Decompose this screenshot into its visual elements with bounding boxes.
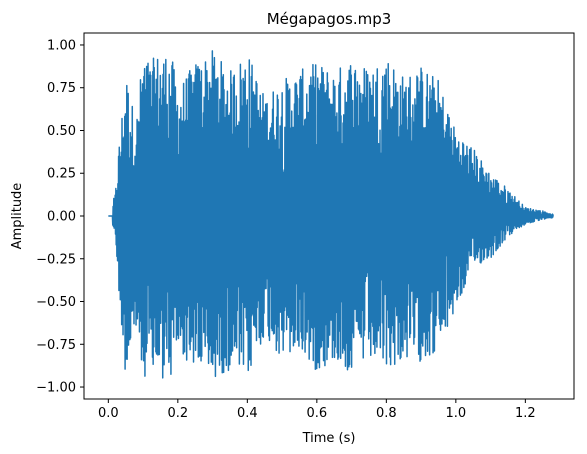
x-tick-label: 0.0 bbox=[98, 406, 119, 421]
chart-title: Mégapagos.mp3 bbox=[267, 10, 392, 28]
x-axis: 0.0 0.2 0.4 0.6 0.8 1.0 1.2 bbox=[98, 399, 536, 421]
x-axis-label: Time (s) bbox=[302, 431, 356, 446]
y-tick-label: −0.50 bbox=[36, 295, 76, 310]
y-axis-label: Amplitude bbox=[10, 183, 25, 250]
x-tick-label: 0.2 bbox=[167, 406, 188, 421]
plot-area bbox=[107, 50, 554, 379]
x-tick-label: 0.8 bbox=[376, 406, 397, 421]
x-tick-label: 1.0 bbox=[446, 406, 467, 421]
x-tick-label: 1.2 bbox=[515, 406, 536, 421]
y-tick-label: 0.75 bbox=[47, 81, 76, 96]
x-tick-label: 0.6 bbox=[306, 406, 327, 421]
y-tick-label: −0.25 bbox=[36, 252, 76, 267]
x-tick-label: 0.4 bbox=[237, 406, 258, 421]
y-tick-label: 0.00 bbox=[47, 210, 76, 225]
y-axis: −1.00 −0.75 −0.50 −0.25 0.00 0.25 0.50 0.75 1.00 bbox=[36, 38, 84, 396]
y-tick-label: 0.25 bbox=[47, 167, 76, 182]
y-tick-label: −0.75 bbox=[36, 338, 76, 353]
y-tick-label: 1.00 bbox=[47, 38, 76, 53]
y-tick-label: 0.50 bbox=[47, 124, 76, 139]
waveform-line bbox=[107, 50, 554, 379]
y-tick-label: −1.00 bbox=[36, 381, 76, 396]
